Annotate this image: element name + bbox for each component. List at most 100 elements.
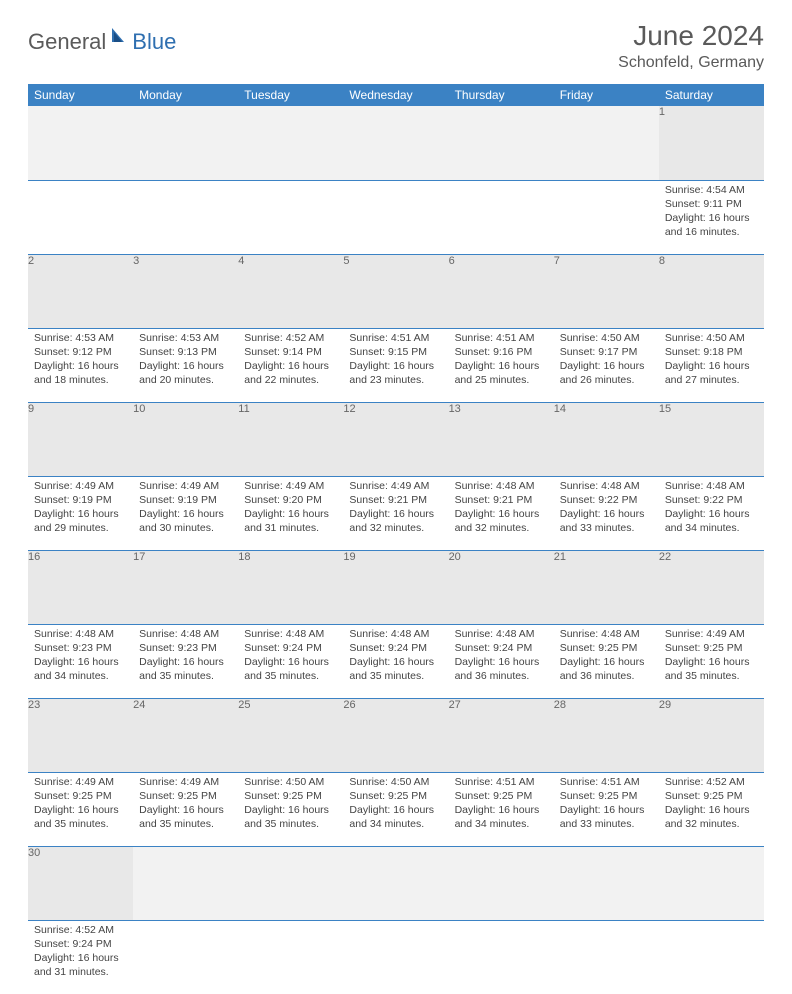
- day-header: Wednesday: [343, 84, 448, 106]
- day-number: 17: [133, 550, 238, 624]
- day-cell: Sunrise: 4:50 AMSunset: 9:18 PMDaylight:…: [659, 328, 764, 402]
- day-number: 16: [28, 550, 133, 624]
- day-cell: [133, 920, 238, 994]
- brand-text-2: Blue: [132, 29, 176, 55]
- day-number: 4: [238, 254, 343, 328]
- day-number: 12: [343, 402, 448, 476]
- day-cell: Sunrise: 4:52 AMSunset: 9:24 PMDaylight:…: [28, 920, 133, 994]
- day-cell: Sunrise: 4:48 AMSunset: 9:22 PMDaylight:…: [659, 476, 764, 550]
- brand-text-1: General: [28, 29, 106, 55]
- day-cell: Sunrise: 4:52 AMSunset: 9:14 PMDaylight:…: [238, 328, 343, 402]
- day-number: [238, 106, 343, 180]
- day-number: [659, 846, 764, 920]
- day-number: 1: [659, 106, 764, 180]
- brand-logo: General Blue: [28, 26, 176, 57]
- day-cell: Sunrise: 4:53 AMSunset: 9:13 PMDaylight:…: [133, 328, 238, 402]
- day-cell-body: Sunrise: 4:48 AMSunset: 9:23 PMDaylight:…: [133, 625, 238, 688]
- day-header: Saturday: [659, 84, 764, 106]
- month-title: June 2024: [618, 20, 764, 52]
- day-cell-body: Sunrise: 4:50 AMSunset: 9:18 PMDaylight:…: [659, 329, 764, 392]
- day-cell: Sunrise: 4:49 AMSunset: 9:21 PMDaylight:…: [343, 476, 448, 550]
- day-number: 10: [133, 402, 238, 476]
- day-cell: Sunrise: 4:48 AMSunset: 9:24 PMDaylight:…: [238, 624, 343, 698]
- day-cell: Sunrise: 4:48 AMSunset: 9:24 PMDaylight:…: [449, 624, 554, 698]
- day-number-row: 9101112131415: [28, 402, 764, 476]
- day-number-row: 30: [28, 846, 764, 920]
- day-cell: Sunrise: 4:50 AMSunset: 9:25 PMDaylight:…: [238, 772, 343, 846]
- calendar-body: 1Sunrise: 4:54 AMSunset: 9:11 PMDaylight…: [28, 106, 764, 994]
- day-cell: [449, 180, 554, 254]
- day-cell: Sunrise: 4:51 AMSunset: 9:15 PMDaylight:…: [343, 328, 448, 402]
- day-cell: Sunrise: 4:50 AMSunset: 9:25 PMDaylight:…: [343, 772, 448, 846]
- day-number: [133, 846, 238, 920]
- day-content-row: Sunrise: 4:49 AMSunset: 9:19 PMDaylight:…: [28, 476, 764, 550]
- day-number: 2: [28, 254, 133, 328]
- day-content-row: Sunrise: 4:52 AMSunset: 9:24 PMDaylight:…: [28, 920, 764, 994]
- day-header: Sunday: [28, 84, 133, 106]
- day-header: Monday: [133, 84, 238, 106]
- day-number: 11: [238, 402, 343, 476]
- day-number: [554, 846, 659, 920]
- day-cell-body: Sunrise: 4:53 AMSunset: 9:12 PMDaylight:…: [28, 329, 133, 392]
- day-cell: Sunrise: 4:49 AMSunset: 9:20 PMDaylight:…: [238, 476, 343, 550]
- day-number: 25: [238, 698, 343, 772]
- day-cell-body: Sunrise: 4:54 AMSunset: 9:11 PMDaylight:…: [659, 181, 764, 244]
- day-number-row: 1: [28, 106, 764, 180]
- day-cell: [238, 180, 343, 254]
- day-cell-body: Sunrise: 4:52 AMSunset: 9:24 PMDaylight:…: [28, 921, 133, 984]
- day-cell-body: Sunrise: 4:52 AMSunset: 9:25 PMDaylight:…: [659, 773, 764, 836]
- day-cell: [28, 180, 133, 254]
- day-cell: Sunrise: 4:51 AMSunset: 9:25 PMDaylight:…: [554, 772, 659, 846]
- day-cell: Sunrise: 4:48 AMSunset: 9:23 PMDaylight:…: [28, 624, 133, 698]
- day-cell-body: Sunrise: 4:49 AMSunset: 9:25 PMDaylight:…: [659, 625, 764, 688]
- day-cell-body: Sunrise: 4:50 AMSunset: 9:17 PMDaylight:…: [554, 329, 659, 392]
- day-number: [554, 106, 659, 180]
- day-cell-body: Sunrise: 4:49 AMSunset: 9:19 PMDaylight:…: [133, 477, 238, 540]
- day-content-row: Sunrise: 4:49 AMSunset: 9:25 PMDaylight:…: [28, 772, 764, 846]
- day-number: 7: [554, 254, 659, 328]
- day-cell-body: Sunrise: 4:51 AMSunset: 9:25 PMDaylight:…: [554, 773, 659, 836]
- day-number: [28, 106, 133, 180]
- day-number: 24: [133, 698, 238, 772]
- day-number-row: 2345678: [28, 254, 764, 328]
- day-cell: [449, 920, 554, 994]
- day-header-row: Sunday Monday Tuesday Wednesday Thursday…: [28, 84, 764, 106]
- day-cell-body: Sunrise: 4:49 AMSunset: 9:25 PMDaylight:…: [28, 773, 133, 836]
- day-cell-body: Sunrise: 4:50 AMSunset: 9:25 PMDaylight:…: [238, 773, 343, 836]
- sail-icon: [110, 26, 130, 47]
- day-cell: [343, 920, 448, 994]
- day-number: 20: [449, 550, 554, 624]
- day-number: 14: [554, 402, 659, 476]
- day-cell: Sunrise: 4:53 AMSunset: 9:12 PMDaylight:…: [28, 328, 133, 402]
- day-cell-body: Sunrise: 4:52 AMSunset: 9:14 PMDaylight:…: [238, 329, 343, 392]
- title-block: June 2024 Schonfeld, Germany: [618, 20, 764, 72]
- day-content-row: Sunrise: 4:48 AMSunset: 9:23 PMDaylight:…: [28, 624, 764, 698]
- day-content-row: Sunrise: 4:53 AMSunset: 9:12 PMDaylight:…: [28, 328, 764, 402]
- day-number: 6: [449, 254, 554, 328]
- day-number: [343, 846, 448, 920]
- day-cell: Sunrise: 4:48 AMSunset: 9:22 PMDaylight:…: [554, 476, 659, 550]
- day-cell: Sunrise: 4:51 AMSunset: 9:25 PMDaylight:…: [449, 772, 554, 846]
- day-cell: Sunrise: 4:49 AMSunset: 9:25 PMDaylight:…: [28, 772, 133, 846]
- day-number: 27: [449, 698, 554, 772]
- day-cell-body: Sunrise: 4:49 AMSunset: 9:19 PMDaylight:…: [28, 477, 133, 540]
- day-number: [343, 106, 448, 180]
- day-cell-body: Sunrise: 4:48 AMSunset: 9:22 PMDaylight:…: [659, 477, 764, 540]
- day-cell: Sunrise: 4:49 AMSunset: 9:19 PMDaylight:…: [28, 476, 133, 550]
- day-cell-body: Sunrise: 4:48 AMSunset: 9:21 PMDaylight:…: [449, 477, 554, 540]
- day-cell: Sunrise: 4:48 AMSunset: 9:25 PMDaylight:…: [554, 624, 659, 698]
- day-cell: [133, 180, 238, 254]
- day-number: 28: [554, 698, 659, 772]
- day-number: 8: [659, 254, 764, 328]
- day-cell: Sunrise: 4:49 AMSunset: 9:25 PMDaylight:…: [133, 772, 238, 846]
- day-number: 19: [343, 550, 448, 624]
- day-cell-body: Sunrise: 4:49 AMSunset: 9:20 PMDaylight:…: [238, 477, 343, 540]
- day-number: [238, 846, 343, 920]
- day-cell-body: Sunrise: 4:48 AMSunset: 9:24 PMDaylight:…: [238, 625, 343, 688]
- day-number-row: 16171819202122: [28, 550, 764, 624]
- day-cell-body: Sunrise: 4:51 AMSunset: 9:16 PMDaylight:…: [449, 329, 554, 392]
- day-cell-body: Sunrise: 4:48 AMSunset: 9:25 PMDaylight:…: [554, 625, 659, 688]
- day-cell-body: Sunrise: 4:50 AMSunset: 9:25 PMDaylight:…: [343, 773, 448, 836]
- day-number: 15: [659, 402, 764, 476]
- day-number: [449, 846, 554, 920]
